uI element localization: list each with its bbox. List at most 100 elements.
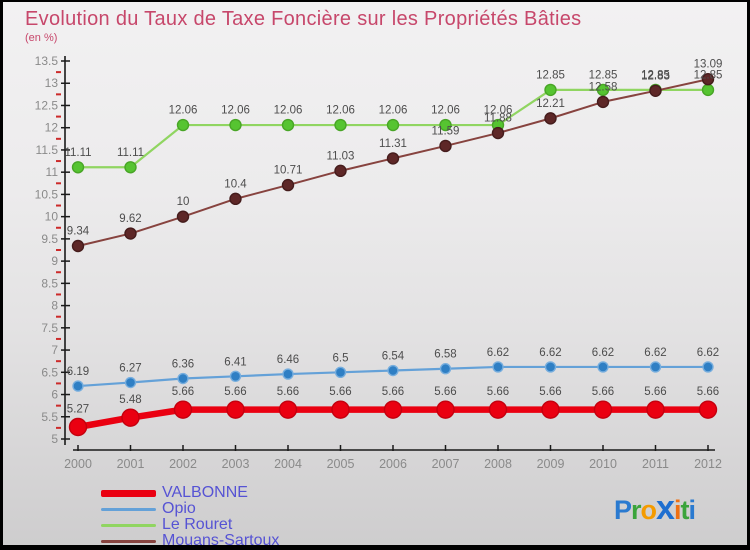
series-marker-VALBONNE [436, 400, 455, 419]
series-marker-VALBONNE [383, 400, 403, 419]
series-marker-Mouans-Sartoux [544, 112, 557, 125]
series-marker-Mouans-Sartoux [491, 126, 505, 140]
series-marker-Mouans-Sartoux [71, 239, 85, 253]
series-marker-Opio [387, 364, 399, 377]
data-label-Opio: 6.36 [172, 359, 194, 371]
series-marker-Opio [702, 361, 714, 373]
x-tick-label: 2006 [379, 457, 407, 471]
series-marker-Opio [544, 361, 557, 373]
data-label-Le Rouret: 12.06 [431, 105, 460, 117]
line-chart: 5 5.5 6 6.5 7 7.5 8 8.5 9 9.5 10 10.5 11 11.5 12 12.5 13… [35, 54, 723, 471]
legend-label: VALBONNE [162, 484, 248, 501]
series-marker-Le Rouret [281, 118, 295, 132]
data-label-Le Rouret: 12.85 [641, 69, 670, 81]
data-label-Opio: 6.58 [434, 349, 456, 361]
y-tick-label: 9.5 [41, 232, 58, 246]
series-marker-VALBONNE [488, 400, 508, 419]
series-marker-Opio [492, 361, 504, 373]
data-label-Mouans-Sartoux: 11.31 [379, 138, 407, 150]
data-label-VALBONNE: 5.48 [119, 394, 141, 406]
data-label-Mouans-Sartoux: 10 [177, 196, 190, 208]
y-tick-label: 7 [51, 343, 58, 357]
data-label-VALBONNE: 5.27 [67, 403, 89, 415]
series-marker-VALBONNE [278, 400, 298, 419]
data-label-Mouans-Sartoux: 13.09 [694, 59, 723, 71]
legend-line-sample [101, 539, 156, 543]
series-marker-VALBONNE [593, 400, 613, 419]
data-label-Le Rouret: 12.06 [484, 105, 513, 117]
series-marker-Mouans-Sartoux [596, 95, 610, 109]
data-label-VALBONNE: 5.66 [329, 386, 351, 398]
series-marker-Opio [72, 380, 84, 392]
x-tick-label: 2001 [117, 457, 145, 471]
data-label-VALBONNE: 5.66 [487, 386, 509, 398]
series-marker-Le Rouret [71, 161, 85, 174]
series-marker-Opio [177, 372, 189, 385]
series-marker-Mouans-Sartoux [701, 73, 715, 86]
y-tick-label: 9 [51, 254, 58, 268]
y-tick-label: 8.5 [41, 276, 58, 290]
y-tick-label: 12 [45, 121, 59, 135]
series-marker-Le Rouret [124, 161, 137, 174]
x-tick-label: 2007 [432, 457, 460, 471]
legend-line-sample [101, 489, 156, 497]
data-label-Mouans-Sartoux: 9.62 [119, 213, 141, 225]
y-tick-label: 10 [45, 210, 59, 224]
x-tick-label: 2012 [694, 457, 722, 471]
series-marker-Mouans-Sartoux [649, 84, 662, 97]
data-label-Mouans-Sartoux: 9.34 [67, 225, 90, 237]
series-marker-Mouans-Sartoux [281, 178, 295, 192]
data-label-Opio: 6.46 [277, 354, 299, 366]
x-tick-label: 2002 [169, 457, 197, 471]
data-label-Opio: 6.62 [539, 347, 561, 359]
series-marker-VALBONNE [541, 400, 560, 419]
data-label-Le Rouret: 12.85 [536, 69, 565, 81]
series-marker-Le Rouret [334, 118, 347, 132]
series-marker-VALBONNE [173, 400, 193, 419]
data-label-Opio: 6.62 [697, 347, 719, 359]
legend-item-mouans-sartoux: Mouans-Sartoux [101, 532, 280, 549]
data-label-VALBONNE: 5.66 [382, 386, 404, 398]
data-label-Le Rouret: 12.85 [589, 69, 618, 81]
y-tick-label: 6.5 [41, 365, 58, 379]
series-marker-Mouans-Sartoux [229, 192, 242, 206]
series-marker-VALBONNE [646, 400, 665, 419]
y-tick-label: 6 [51, 388, 58, 402]
series-marker-Le Rouret [386, 118, 400, 132]
data-label-VALBONNE: 5.66 [224, 386, 246, 398]
x-tick-label: 2009 [537, 457, 565, 471]
series-marker-Le Rouret [596, 83, 610, 97]
data-label-Opio: 6.19 [67, 366, 89, 378]
data-label-VALBONNE: 5.66 [592, 386, 614, 398]
data-label-VALBONNE: 5.66 [172, 386, 194, 398]
legend-item-valbonne: VALBONNE [101, 484, 279, 501]
series-marker-Opio [439, 363, 452, 375]
series-marker-Le Rouret [439, 118, 452, 132]
data-label-Mouans-Sartoux: 12.21 [536, 98, 565, 110]
series-marker-Le Rouret [176, 118, 190, 132]
y-tick-label: 5 [51, 432, 58, 446]
y-tick-label: 12.5 [35, 98, 59, 112]
data-label-VALBONNE: 5.66 [697, 386, 719, 398]
y-tick-label: 11.5 [36, 143, 59, 157]
data-label-Le Rouret: 11.11 [117, 147, 144, 159]
chart-title: Evolution du Taux de Taxe Foncière sur l… [25, 8, 582, 30]
x-tick-label: 2008 [484, 457, 512, 471]
series-marker-Le Rouret [701, 83, 715, 97]
legend-label: Opio [162, 500, 196, 517]
logo-letter: i [673, 495, 681, 525]
data-label-Le Rouret: 12.06 [274, 105, 303, 117]
series-marker-Opio [124, 376, 137, 389]
data-label-Le Rouret: 12.06 [221, 105, 250, 117]
logo-letter: i [688, 495, 695, 525]
series-marker-Mouans-Sartoux [439, 139, 452, 153]
data-label-VALBONNE: 5.66 [277, 386, 299, 398]
series-marker-VALBONNE [331, 400, 350, 419]
data-label-Le Rouret: 12.85 [694, 69, 723, 81]
chart-subtitle: (en %) [25, 32, 58, 44]
legend-label: Mouans-Sartoux [162, 532, 280, 549]
logo-letter: P [614, 495, 632, 525]
data-label-Opio: 6.54 [382, 351, 405, 363]
x-tick-label: 2005 [327, 457, 355, 471]
series-marker-Opio [229, 370, 242, 382]
